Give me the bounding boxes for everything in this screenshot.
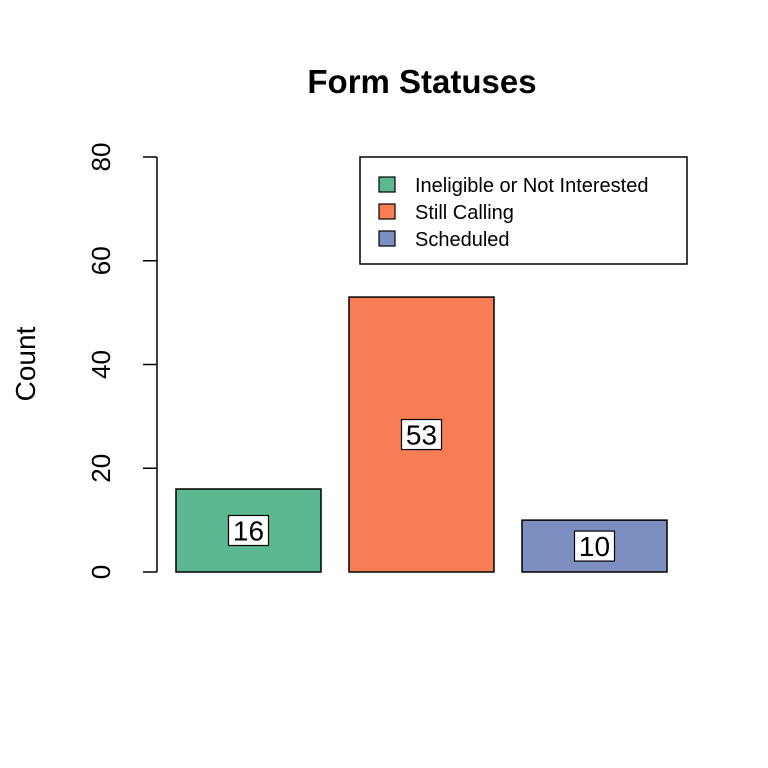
chart-title: Form Statuses [307,63,536,100]
data-label: 16 [233,516,264,547]
data-label-box [573,530,616,562]
y-tick-label: 80 [86,143,116,172]
y-tick-label: 60 [86,246,116,275]
y-tick-label: 20 [86,454,116,483]
legend-entry: Scheduled [415,229,510,251]
y-tick-label: 0 [86,565,116,579]
legend: Ineligible or Not Interested Still Callin… [359,156,688,265]
legend-swatch [378,230,396,247]
y-axis: 0 20 40 60 80 [86,143,158,579]
y-tick-label: 40 [86,350,116,379]
bars: 16 53 10 [175,296,668,573]
legend-swatch [378,176,396,193]
y-axis-label: Count [10,326,41,401]
bar [175,488,322,573]
data-label: 10 [579,531,610,562]
legend-box [359,156,688,265]
legend-entry: Still Calling [415,202,514,224]
legend-swatch [378,203,396,220]
data-label-box [227,514,270,547]
legend-entry: Ineligible or Not Interested [415,175,648,197]
data-label: 53 [406,420,437,451]
data-label-box [400,418,443,451]
